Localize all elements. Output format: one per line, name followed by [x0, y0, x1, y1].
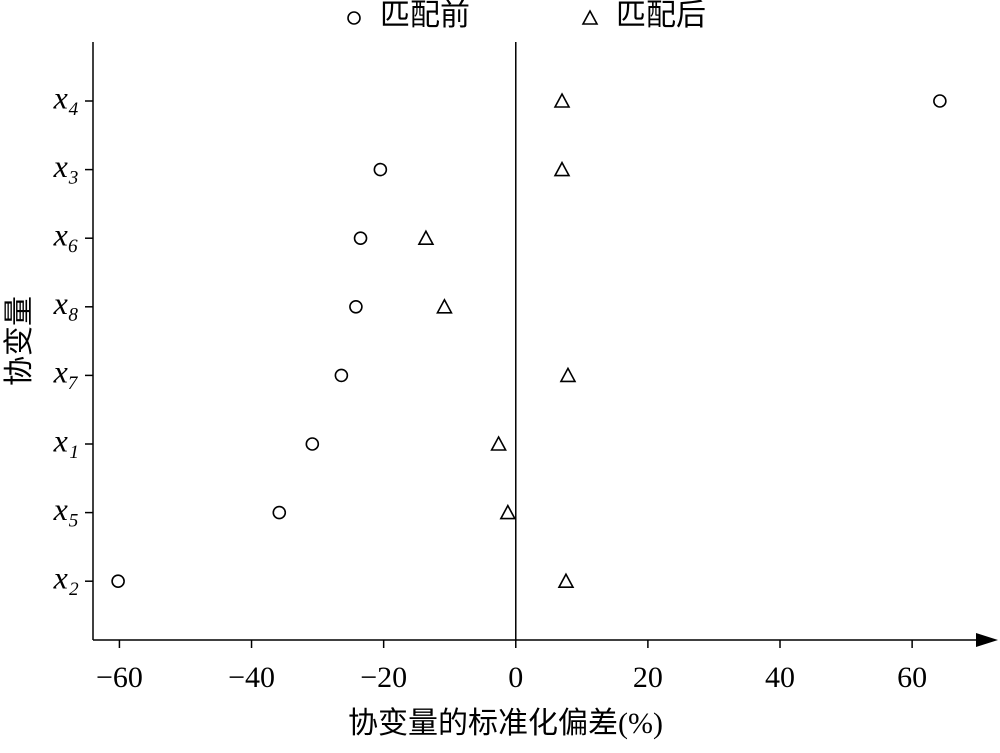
circle-marker: [334, 368, 349, 383]
x-axis-title: 协变量的标准化偏差(%): [348, 707, 663, 740]
triangle-marker: [553, 160, 571, 177]
x-tick-label: −40: [228, 661, 275, 694]
circle-marker: [353, 231, 368, 245]
x-tick-label: 60: [897, 661, 927, 694]
legend-label: 匹配前: [380, 0, 470, 32]
triangle-marker: [417, 229, 435, 245]
circle-marker: [305, 437, 320, 451]
triangle-marker: [490, 435, 507, 451]
y-axis-title: 协变量: [3, 296, 36, 386]
legend-label: 匹配后: [616, 0, 706, 32]
y-tick-label: x₆: [53, 217, 79, 253]
triangle-marker: [581, 9, 599, 25]
triangle-marker: [553, 92, 571, 108]
y-tick-label: x₇: [53, 354, 79, 390]
circle-marker: [111, 574, 125, 589]
triangle-marker: [436, 298, 453, 314]
circle-marker: [347, 11, 361, 25]
circle-marker: [933, 94, 947, 108]
circle-marker: [272, 505, 287, 520]
y-tick-label: x₈: [53, 285, 79, 321]
x-tick-label: 20: [633, 661, 663, 694]
circle-marker: [373, 162, 388, 177]
triangle-marker: [499, 503, 517, 520]
x-axis-arrow: [976, 633, 998, 647]
y-tick-label: x₂: [53, 560, 79, 596]
triangle-marker: [559, 366, 577, 383]
triangle-marker: [557, 572, 575, 588]
y-tick-label: x₄: [53, 79, 79, 115]
x-tick-label: 40: [765, 661, 795, 694]
x-tick-label: −20: [360, 661, 407, 694]
x-tick-label: 0: [508, 661, 523, 694]
x-tick-label: −60: [96, 661, 143, 694]
y-tick-label: x₅: [53, 491, 79, 527]
y-tick-label: x₃: [53, 148, 79, 184]
circle-marker: [349, 299, 363, 314]
y-tick-label: x₁: [53, 422, 79, 458]
